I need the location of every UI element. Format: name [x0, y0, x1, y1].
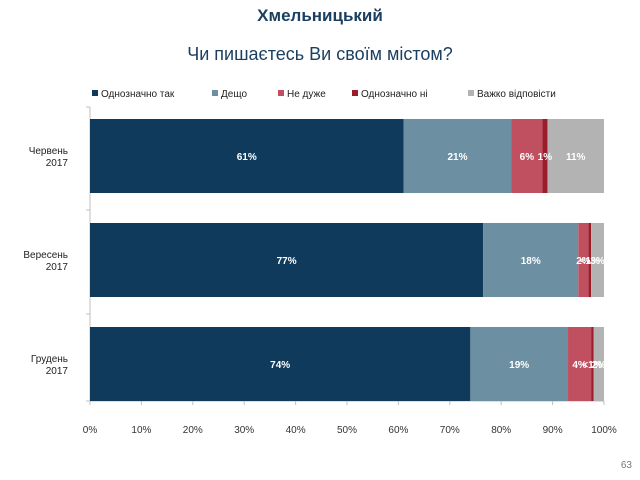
category-label: Вересень 2017 — [23, 250, 68, 273]
bar-segment — [547, 119, 604, 193]
bar-segment — [483, 223, 579, 297]
bar-segment — [403, 119, 512, 193]
data-label: 1% — [538, 152, 553, 163]
category-label: Грудень 2017 — [31, 354, 69, 377]
legend-label: Не дуже — [287, 89, 326, 100]
x-tick-label: 30% — [234, 425, 254, 436]
data-label: 19% — [509, 360, 529, 371]
bar-segment — [578, 223, 589, 297]
bar-segment — [593, 327, 604, 401]
legend-swatch — [468, 90, 474, 96]
legend-swatch — [92, 90, 98, 96]
legend-label: Дещо — [221, 89, 248, 100]
bar-segment — [591, 223, 604, 297]
x-tick-label: 40% — [286, 425, 306, 436]
data-label: 77% — [277, 256, 297, 267]
data-label: 11% — [566, 152, 586, 163]
bar-segment — [90, 119, 404, 193]
bar-segment — [90, 327, 471, 401]
city-title: Хмельницький — [257, 6, 383, 25]
data-label: <1% — [582, 360, 602, 371]
legend-item: Однозначно так — [92, 89, 174, 100]
bar-segment — [90, 223, 484, 297]
data-label: 74% — [270, 360, 290, 371]
data-label: 6% — [520, 152, 535, 163]
legend-label: Однозначно так — [101, 89, 175, 100]
x-tick-label: 0% — [83, 425, 98, 436]
category-label: Червень 2017 — [29, 146, 69, 169]
bar-segment — [591, 327, 594, 401]
data-label: <1% — [580, 256, 600, 267]
bar-segment — [542, 119, 548, 193]
data-label: 3% — [590, 256, 605, 267]
x-tick-label: 90% — [543, 425, 563, 436]
chart-legend: Однозначно так Дещо Не дуже Однозначно ні Ва… — [88, 89, 608, 103]
legend-swatch — [278, 90, 284, 96]
data-label: 2% — [576, 256, 591, 267]
x-tick-label: 60% — [388, 425, 408, 436]
legend-item: Дещо — [212, 89, 247, 100]
legend-swatch — [352, 90, 358, 96]
legend-label: Важко відповісти — [477, 89, 556, 100]
x-tick-label: 80% — [491, 425, 511, 436]
x-tick-label: 10% — [131, 425, 151, 436]
legend-item: Не дуже — [278, 89, 326, 100]
x-tick-label: 20% — [183, 425, 203, 436]
data-label: 2% — [592, 360, 607, 371]
data-label: 61% — [237, 152, 257, 163]
slide-number: 63 — [620, 460, 632, 471]
question-title: Чи пишаєтесь Ви своїм містом? — [187, 44, 453, 64]
legend-label: Однозначно ні — [361, 89, 428, 100]
data-label: 21% — [448, 152, 468, 163]
bar-segment — [511, 119, 543, 193]
data-label: 4% — [572, 360, 587, 371]
x-tick-label: 100% — [591, 425, 617, 436]
bar-segment — [470, 327, 569, 401]
bar-segment — [568, 327, 592, 401]
legend-item: Однозначно ні — [352, 89, 428, 100]
legend-item: Важко відповісти — [468, 89, 556, 100]
x-tick-label: 70% — [440, 425, 460, 436]
legend-swatch — [212, 90, 218, 96]
bar-segment — [588, 223, 592, 297]
data-label: 18% — [521, 256, 541, 267]
x-tick-label: 50% — [337, 425, 357, 436]
